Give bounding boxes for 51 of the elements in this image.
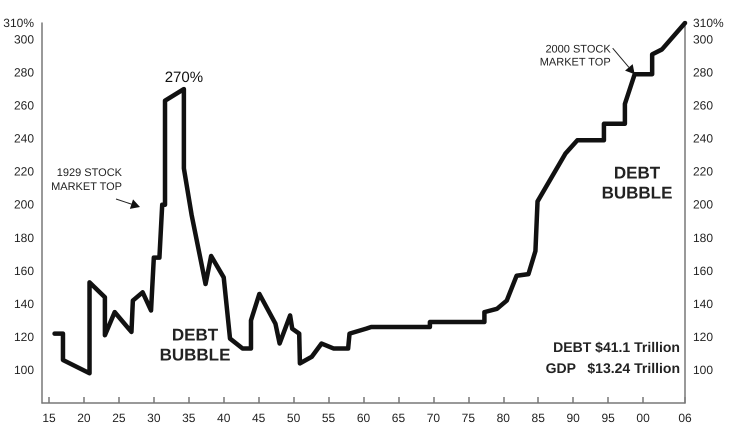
annotation: 270%: [164, 69, 204, 86]
x-tick-label: 30: [147, 411, 161, 425]
x-tick-label: 75: [462, 411, 476, 425]
y2-tick-label: 310%: [693, 16, 724, 30]
y2-tick-label: 140: [693, 296, 714, 311]
line-series: [52, 20, 688, 376]
x-tick-label: 55: [322, 411, 336, 425]
y2-tick-label: 240: [693, 132, 714, 146]
y-tick-label: 310%: [3, 16, 34, 30]
annotation: DEBT BUBBLE: [160, 326, 230, 364]
x-tick-label: 65: [392, 411, 406, 425]
annotation: 1929 STOCK MARKET TOP: [51, 167, 123, 193]
x-tick-label: 15: [42, 411, 56, 425]
x-tick-label: 20: [77, 411, 91, 425]
y2-tick-label: 200: [693, 198, 714, 212]
y-tick-label: 160: [14, 264, 34, 278]
y-tick-label: 300: [14, 32, 34, 47]
y2-tick-label: 120: [693, 330, 714, 344]
x-tick-label: 60: [356, 411, 370, 425]
annotation: GDP $13.24 Trillion: [546, 360, 680, 376]
annotation: DEBT BUBBLE: [602, 164, 672, 202]
x-tick-label: 85: [532, 411, 546, 425]
y-tick-label: 100: [14, 362, 34, 377]
y2-tick-label: 160: [693, 264, 714, 278]
x-tick-label: 90: [566, 411, 580, 425]
y-tick-label: 220: [14, 164, 34, 179]
y-tick-label: 120: [14, 330, 34, 344]
x-tick-label: 25: [112, 411, 126, 425]
x-tick-label: 00: [636, 411, 650, 425]
y-tick-label: 280: [14, 66, 34, 80]
y2-tick-label: 100: [693, 362, 714, 377]
x-tick-label: 80: [496, 411, 510, 425]
y-tick-label: 140: [14, 296, 34, 311]
x-tick-label: 45: [252, 411, 266, 425]
y2-tick-label: 180: [693, 230, 714, 245]
y2-tick-label: 260: [693, 98, 714, 113]
y2-tick-label: 300: [693, 32, 714, 47]
x-tick-label: 50: [286, 411, 301, 425]
y2-tick-label: 280: [693, 66, 714, 80]
y-tick-label: 180: [14, 230, 34, 245]
x-tick-label: 06: [678, 411, 692, 425]
x-tick-label: 70: [426, 411, 440, 425]
annotation: 2000 STOCK MARKET TOP: [540, 44, 612, 69]
y-tick-label: 240: [14, 132, 34, 146]
y-tick-label: 200: [14, 198, 34, 212]
x-tick-label: 40: [217, 411, 231, 425]
x-tick-label: 95: [601, 411, 616, 425]
y-tick-label: 260: [14, 98, 34, 113]
x-tick-label: 35: [182, 411, 196, 425]
y2-tick-label: 220: [693, 164, 714, 179]
annotation: DEBT $41.1 Trillion: [553, 339, 680, 355]
